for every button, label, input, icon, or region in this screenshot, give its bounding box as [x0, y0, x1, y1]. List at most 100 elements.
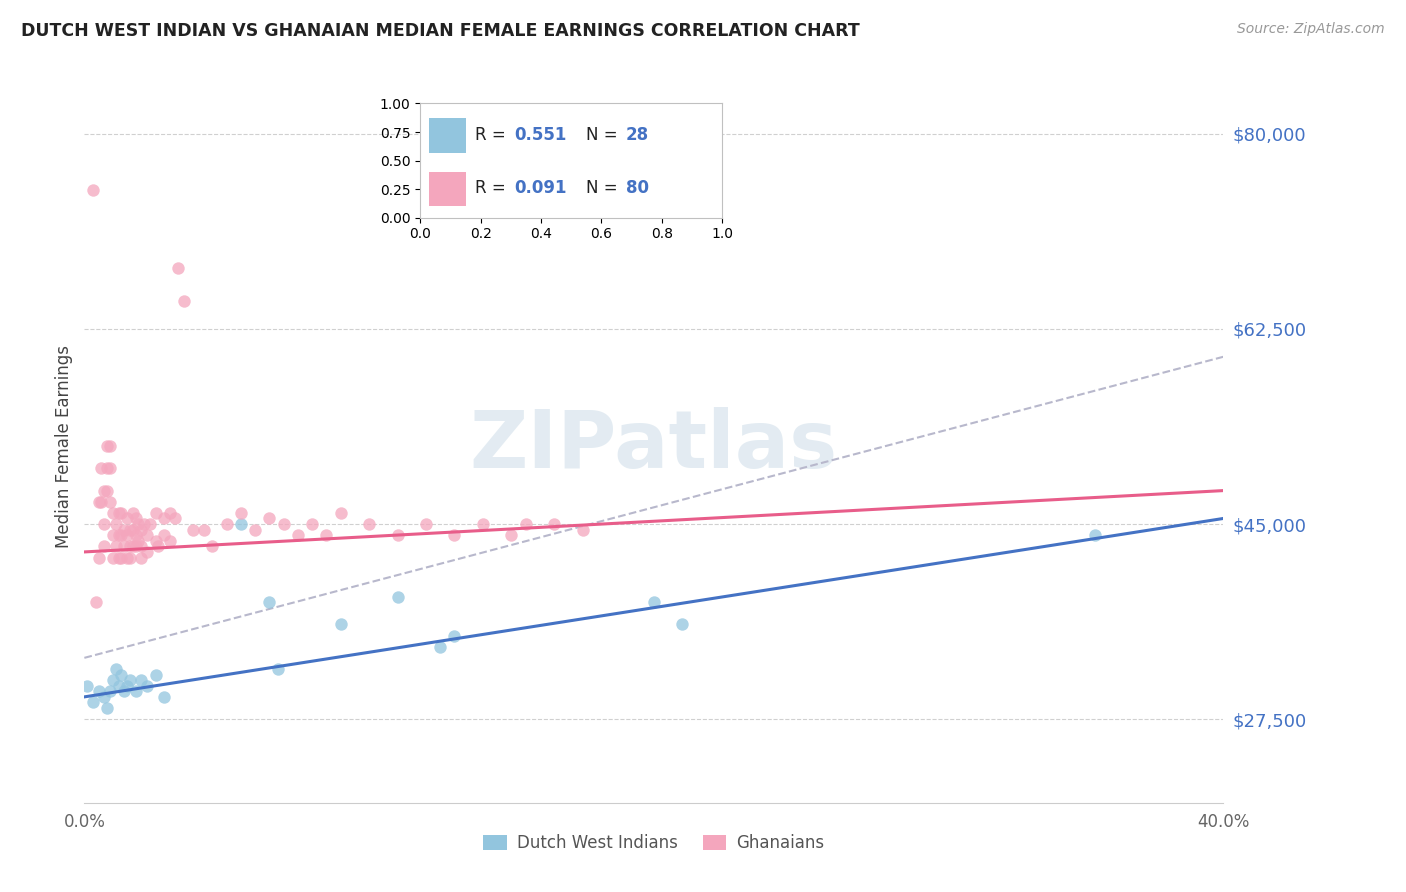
Point: [115, 511, 138, 525]
Point: [96, 439, 118, 453]
Point: [93, 483, 115, 498]
Point: [90, 461, 112, 475]
Point: [87, 550, 110, 565]
Point: [159, 506, 181, 520]
Point: [259, 595, 281, 609]
Point: [112, 539, 135, 553]
Point: [134, 516, 156, 531]
Point: [98, 494, 121, 508]
Point: [201, 539, 224, 553]
Point: [1084, 528, 1107, 542]
Point: [145, 667, 167, 681]
Point: [118, 673, 141, 688]
Point: [145, 506, 167, 520]
Point: [84, 595, 107, 609]
Point: [107, 679, 129, 693]
Point: [110, 506, 132, 520]
Point: [110, 550, 132, 565]
Point: [165, 511, 187, 525]
Point: [101, 506, 124, 520]
Point: [131, 539, 153, 553]
Point: [115, 528, 138, 542]
Point: [259, 511, 281, 525]
Point: [167, 260, 190, 275]
Point: [515, 516, 537, 531]
Point: [96, 701, 118, 715]
Point: [107, 550, 129, 565]
Point: [387, 528, 409, 542]
Point: [173, 293, 195, 308]
Point: [90, 494, 112, 508]
Text: Source: ZipAtlas.com: Source: ZipAtlas.com: [1237, 22, 1385, 37]
Point: [101, 528, 124, 542]
Point: [443, 528, 465, 542]
Point: [429, 640, 451, 654]
Point: [112, 523, 135, 537]
Point: [124, 511, 146, 525]
Point: [139, 516, 162, 531]
Point: [501, 528, 523, 542]
Point: [159, 533, 181, 548]
Point: [136, 545, 159, 559]
Point: [96, 483, 118, 498]
Point: [98, 439, 121, 453]
Point: [124, 684, 146, 698]
Point: [671, 617, 693, 632]
Point: [121, 523, 143, 537]
Point: [93, 516, 115, 531]
Point: [267, 662, 290, 676]
Point: [136, 679, 159, 693]
Point: [104, 539, 127, 553]
Point: [245, 523, 267, 537]
Point: [273, 516, 295, 531]
Point: [127, 516, 149, 531]
Point: [118, 523, 141, 537]
Point: [329, 506, 352, 520]
Point: [153, 511, 176, 525]
Point: [101, 673, 124, 688]
Point: [121, 506, 143, 520]
Legend: Dutch West Indians, Ghanaians: Dutch West Indians, Ghanaians: [477, 828, 831, 859]
Point: [131, 550, 153, 565]
Point: [301, 516, 323, 531]
Point: [287, 528, 309, 542]
Point: [87, 684, 110, 698]
Point: [118, 550, 141, 565]
Point: [387, 590, 409, 604]
Point: [472, 516, 495, 531]
Point: [131, 673, 153, 688]
Point: [415, 516, 437, 531]
Point: [181, 523, 204, 537]
Point: [131, 523, 153, 537]
Point: [543, 516, 565, 531]
Point: [315, 528, 337, 542]
Point: [145, 533, 167, 548]
Point: [93, 539, 115, 553]
Point: [82, 182, 104, 196]
Point: [93, 690, 115, 704]
Point: [110, 528, 132, 542]
Point: [98, 461, 121, 475]
Point: [193, 523, 215, 537]
Point: [98, 684, 121, 698]
Point: [107, 528, 129, 542]
Point: [229, 506, 252, 520]
Point: [112, 684, 135, 698]
Point: [215, 516, 238, 531]
Point: [101, 550, 124, 565]
Point: [643, 595, 665, 609]
Point: [153, 528, 176, 542]
Point: [96, 461, 118, 475]
Point: [115, 550, 138, 565]
Point: [136, 528, 159, 542]
Point: [115, 679, 138, 693]
Point: [82, 696, 104, 710]
Point: [110, 667, 132, 681]
Point: [127, 533, 149, 548]
Point: [229, 516, 252, 531]
Point: [124, 539, 146, 553]
Y-axis label: Median Female Earnings: Median Female Earnings: [55, 344, 73, 548]
Text: DUTCH WEST INDIAN VS GHANAIAN MEDIAN FEMALE EARNINGS CORRELATION CHART: DUTCH WEST INDIAN VS GHANAIAN MEDIAN FEM…: [21, 22, 860, 40]
Point: [443, 628, 465, 642]
Point: [359, 516, 381, 531]
